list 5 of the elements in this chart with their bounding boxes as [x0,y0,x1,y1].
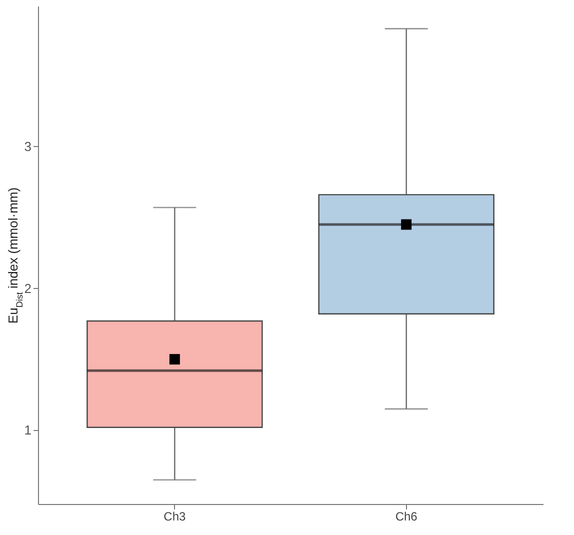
x-tick-label: Ch3 [164,510,186,524]
y-tick-label: 2 [24,280,32,296]
y-tick-label: 3 [24,138,32,154]
y-tick-label: 1 [24,422,32,438]
x-tick-label: Ch6 [395,510,418,524]
